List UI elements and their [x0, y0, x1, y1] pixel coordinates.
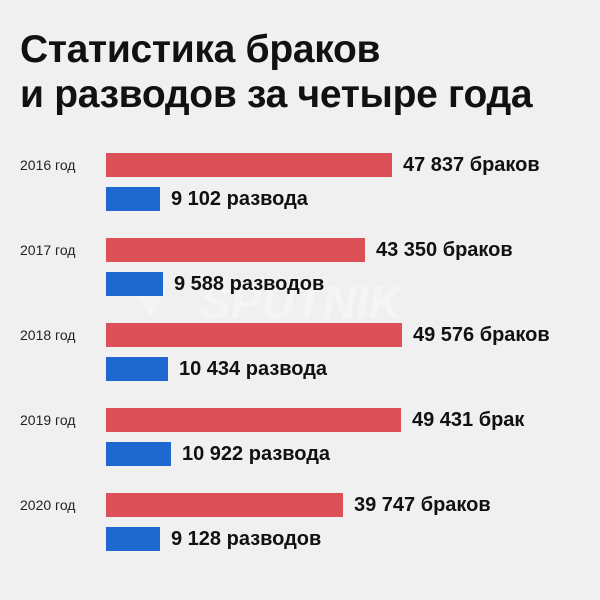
- divorces-bar: [106, 527, 160, 551]
- year-label: 2019 год: [20, 412, 76, 428]
- marriages-value-label: 39 747 браков: [354, 494, 491, 516]
- divorces-bar: [106, 357, 168, 381]
- year-label: 2016 год: [20, 157, 76, 173]
- divorces-value-label: 10 434 развода: [179, 358, 328, 380]
- year-label: 2018 год: [20, 327, 76, 343]
- marriages-value-label: 49 576 браков: [413, 324, 550, 346]
- marriages-bar: [106, 153, 392, 177]
- chart-title-line-1: Статистика браков: [20, 28, 381, 71]
- marriages-value-label: 47 837 браков: [403, 154, 540, 176]
- year-label: 2020 год: [20, 497, 76, 513]
- chart-title-line-2: и разводов за четыре года: [20, 73, 533, 116]
- marriages-bar: [106, 493, 343, 517]
- divorces-value-label: 9 102 развода: [171, 188, 308, 210]
- divorces-value-label: 10 922 развода: [182, 443, 331, 465]
- marriages-value-label: 49 431 брак: [412, 409, 525, 431]
- divorces-bar: [106, 442, 171, 466]
- marriages-value-label: 43 350 браков: [376, 239, 513, 261]
- marriages-bar: [106, 408, 401, 432]
- year-label: 2017 год: [20, 242, 76, 258]
- marriages-bar: [106, 323, 402, 347]
- chart-title: Статистика браков и разводов за четыре г…: [20, 27, 533, 117]
- marriages-bar: [106, 238, 365, 262]
- divorces-bar: [106, 187, 160, 211]
- divorces-value-label: 9 588 разводов: [174, 273, 325, 295]
- divorces-bar: [106, 272, 163, 296]
- divorces-value-label: 9 128 разводов: [171, 528, 322, 550]
